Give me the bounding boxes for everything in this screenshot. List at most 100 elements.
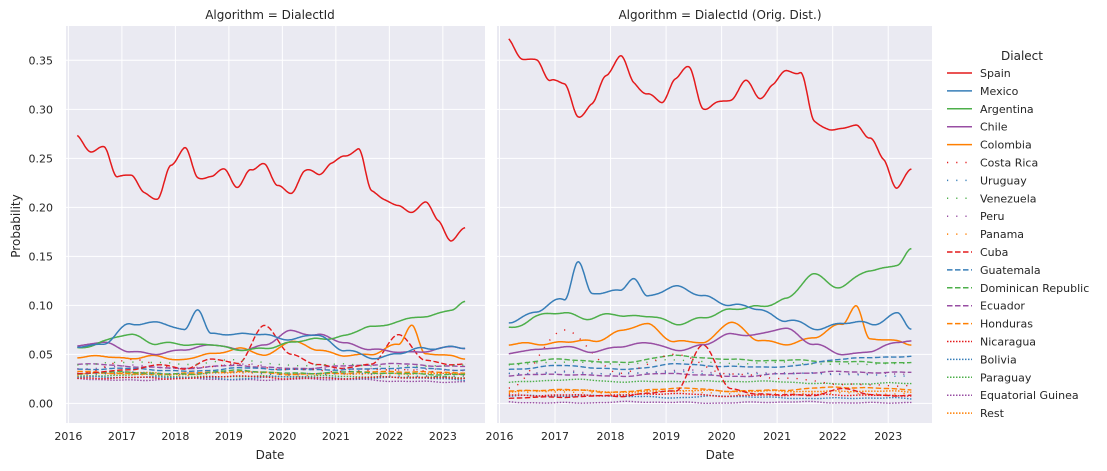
legend-label: Argentina	[980, 103, 1034, 116]
legend-item: Dominican Republic	[947, 282, 1089, 295]
series-line-guatemala	[508, 355, 912, 371]
plot-area	[66, 26, 485, 423]
x-tick-label: 2016	[485, 430, 513, 443]
series-line-mexico	[77, 309, 466, 360]
x-tick-label: 2017	[541, 430, 569, 443]
legend-label: Venezuela	[980, 192, 1037, 205]
y-axis-label: Probability	[9, 194, 23, 257]
legend-label: Rest	[980, 407, 1005, 420]
legend-label: Costa Rica	[980, 157, 1038, 170]
series-line-argentina	[77, 300, 466, 352]
panel-title: Algorithm = DialectId	[205, 8, 335, 22]
legend-label: Bolivia	[980, 353, 1017, 366]
x-tick-label: 2022	[375, 430, 403, 443]
legend-item: Mexico	[947, 85, 1019, 98]
grid	[497, 26, 932, 423]
legend-item: Colombia	[947, 139, 1032, 152]
legend-label: Colombia	[980, 139, 1032, 152]
y-tick-label: 0.00	[29, 397, 54, 410]
y-tick-label: 0.25	[29, 152, 54, 165]
series-line-equatorial-guinea	[508, 400, 912, 404]
legend-item: Honduras	[947, 318, 1033, 331]
x-tick-label: 2019	[215, 430, 243, 443]
legend-item: Equatorial Guinea	[947, 389, 1079, 402]
series-line-honduras	[508, 386, 912, 394]
x-axis-label: Date	[706, 448, 735, 462]
series-line-cuba	[508, 344, 912, 399]
legend-label: Uruguay	[980, 174, 1027, 187]
series-line-cuba	[77, 324, 466, 375]
series-line-chile	[77, 329, 466, 356]
plot-area	[497, 26, 932, 423]
series-line-colombia	[77, 324, 466, 361]
series-line-argentina	[508, 247, 912, 329]
legend-item: Ecuador	[947, 300, 1025, 313]
legend-label: Dominican Republic	[980, 282, 1089, 295]
legend-label: Guatemala	[980, 264, 1041, 277]
series-lines	[508, 38, 912, 404]
series-line-spain	[76, 134, 466, 242]
legend-label: Panama	[980, 228, 1024, 241]
x-tick-label: 2018	[597, 430, 625, 443]
x-tick-label: 2016	[54, 430, 82, 443]
series-line-ecuador	[508, 370, 912, 378]
legend-label: Equatorial Guinea	[980, 389, 1079, 402]
y-tick-label: 0.05	[29, 348, 54, 361]
y-tick-label: 0.35	[29, 54, 54, 67]
series-line-nicaragua	[77, 375, 466, 380]
x-tick-label: 2023	[429, 430, 457, 443]
series-line-panama	[77, 371, 466, 378]
legend: Dialect Spain Mexico Argentina Chile Colombi…	[947, 49, 1089, 420]
legend-label: Chile	[980, 121, 1008, 134]
legend-item: Uruguay	[947, 174, 1027, 187]
x-tick-label: 2020	[708, 430, 736, 443]
legend-title: Dialect	[1001, 49, 1043, 63]
legend-label: Cuba	[980, 246, 1008, 259]
series-line-dominican-republic	[508, 354, 912, 365]
legend-item: Argentina	[947, 103, 1034, 116]
x-tick-label: 2020	[268, 430, 296, 443]
panel-dialectid-orig-dist: Algorithm = DialectId (Orig. Dist.) Date…	[485, 8, 932, 462]
legend-item: Peru	[947, 210, 1005, 223]
series-line-nicaragua	[508, 392, 912, 398]
series-line-venezuela	[77, 358, 466, 368]
series-line-uruguay	[77, 371, 466, 378]
legend-item: Cuba	[947, 246, 1008, 259]
legend-item: Nicaragua	[947, 336, 1036, 349]
legend-item: Bolivia	[947, 353, 1017, 366]
series-line-paraguay	[508, 378, 912, 385]
legend-item: Paraguay	[947, 371, 1032, 384]
x-tick-label: 2018	[161, 430, 189, 443]
legend-label: Honduras	[980, 318, 1033, 331]
legend-label: Paraguay	[980, 371, 1032, 384]
x-tick-label: 2019	[652, 430, 680, 443]
legend-item: Spain	[947, 67, 1011, 80]
legend-item: Rest	[947, 407, 1005, 420]
series-line-mexico	[508, 260, 912, 331]
series-line-peru	[77, 363, 466, 372]
legend-label: Nicaragua	[980, 336, 1036, 349]
y-tick-label: 0.30	[29, 103, 54, 116]
legend-item: Panama	[947, 228, 1024, 241]
legend-label: Mexico	[980, 85, 1019, 98]
legend-label: Peru	[980, 210, 1005, 223]
panel-title: Algorithm = DialectId (Orig. Dist.)	[618, 8, 821, 22]
legend-label: Spain	[980, 67, 1011, 80]
legend-item: Guatemala	[947, 264, 1041, 277]
y-tick-label: 0.15	[29, 250, 54, 263]
x-tick-label: 2021	[763, 430, 791, 443]
grid	[66, 26, 485, 423]
y-tick-label: 0.20	[29, 201, 54, 214]
x-tick-label: 2017	[108, 430, 136, 443]
legend-item: Costa Rica	[947, 157, 1038, 170]
y-tick-label: 0.10	[29, 299, 54, 312]
x-axis-label: Date	[256, 448, 285, 462]
series-line-chile	[508, 327, 912, 356]
x-tick-label: 2021	[322, 430, 350, 443]
series-line-ecuador	[77, 362, 466, 370]
legend-item: Chile	[947, 121, 1008, 134]
legend-label: Ecuador	[980, 300, 1025, 313]
series-line-guatemala	[77, 366, 466, 372]
series-lines	[76, 134, 466, 384]
